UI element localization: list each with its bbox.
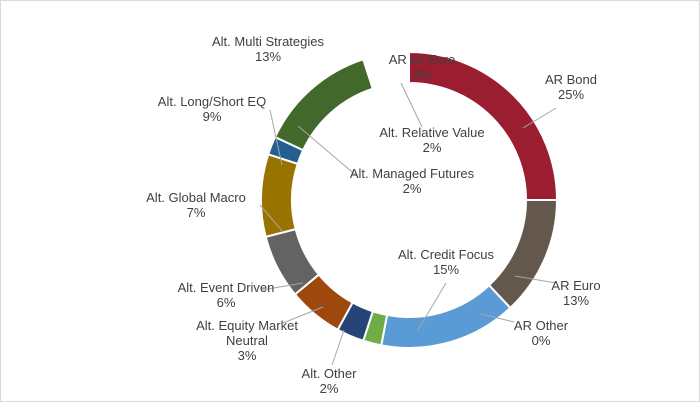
label-name: Neutral [226,333,268,348]
leader-line-ar-euro [514,275,557,284]
leader-lines [259,82,557,366]
slice-ar-ex-euro [380,50,410,87]
label-percent: 3% [413,67,432,82]
data-label-ar-other: AR Other 0% [514,318,569,348]
label-percent: 13% [255,49,281,64]
label-percent: 6% [217,295,236,310]
leader-line-alt-equity-market-neutral [282,306,324,324]
leader-line-alt-event-driven [261,282,304,291]
leader-line-ar-other [480,313,515,323]
slice-alt-long-short-eq [260,153,299,239]
label-name: AR Other [514,318,569,333]
label-percent: 13% [563,293,589,308]
label-name: Alt. Global Macro [146,190,246,205]
label-name: Alt. Long/Short EQ [158,94,266,109]
label-percent: 15% [433,262,459,277]
donut-slices [260,50,559,349]
data-label-ar-ex-euro: AR ex Euro 3% [389,52,455,82]
leader-line-alt-credit-focus [417,282,447,331]
label-name: Alt. Managed Futures [350,166,475,181]
data-label-alt-global-macro: Alt. Global Macro 7% [146,190,246,220]
label-name: AR Euro [551,278,600,293]
data-label-alt-long-short-eq: Alt. Long/Short EQ 9% [158,94,266,124]
slice-labels: AR Bond 25%AR Euro 13%AR Other 0%Alt. Credi… [146,34,600,396]
leader-line-ar-bond [522,107,557,129]
label-percent: 2% [320,381,339,396]
label-name: Alt. Equity Market [196,318,298,333]
label-name: AR Bond [545,72,597,87]
data-label-alt-event-driven: Alt. Event Driven 6% [178,280,275,310]
leader-line-alt-global-macro [259,204,284,233]
label-percent: 7% [187,205,206,220]
label-percent: 25% [558,87,584,102]
data-label-alt-multi-strategies: Alt. Multi Strategies 13% [212,34,324,64]
data-label-alt-other: Alt. Other 2% [302,366,358,396]
label-name: Alt. Other [302,366,358,381]
label-name: Alt. Event Driven [178,280,275,295]
label-name: Alt. Multi Strategies [212,34,324,49]
data-label-alt-managed-futures: Alt. Managed Futures 2% [350,166,475,196]
label-name: Alt. Relative Value [379,125,484,140]
leader-line-alt-relative-value [400,82,423,128]
data-label-alt-equity-market-neutral: Alt. Equity Market Neutral 3% [196,318,298,363]
data-label-alt-relative-value: Alt. Relative Value 2% [379,125,484,155]
label-percent: 9% [203,109,222,124]
data-label-ar-euro: AR Euro 13% [551,278,600,308]
label-name: AR ex Euro [389,52,455,67]
label-name: Alt. Credit Focus [398,247,495,262]
label-percent: 0% [532,333,551,348]
slice-alt-multi-strategies [273,57,375,152]
label-percent: 2% [403,181,422,196]
label-percent: 2% [423,140,442,155]
data-label-ar-bond: AR Bond 25% [545,72,597,102]
slice-ar-euro [487,199,559,310]
data-label-alt-credit-focus: Alt. Credit Focus 15% [398,247,495,277]
label-percent: 3% [238,348,257,363]
leader-line-alt-long-short-eq [269,109,283,166]
leader-line-alt-managed-futures [297,125,359,178]
leader-line-alt-other [331,329,345,366]
